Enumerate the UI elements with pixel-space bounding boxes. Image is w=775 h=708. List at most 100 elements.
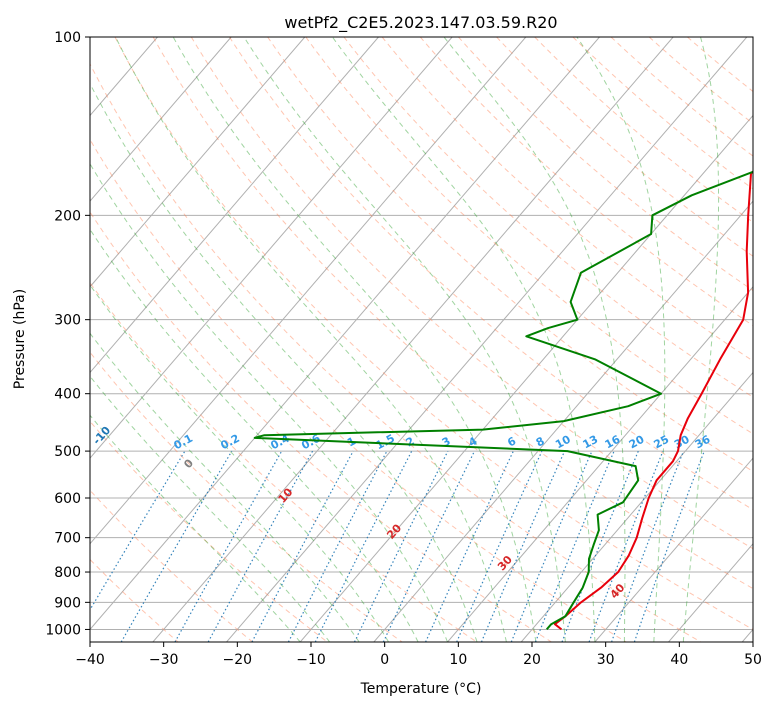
moist-adiabat-line [90, 82, 478, 642]
isotherm-line [226, 37, 748, 642]
y-tick-label: 800 [54, 565, 81, 581]
mixing-ratio-line [174, 450, 283, 642]
isotherm-line [152, 37, 674, 642]
dry-adiabat-line [90, 281, 478, 642]
dry-adiabat-line [419, 37, 753, 327]
dry-adiabat-line [496, 37, 753, 257]
mixing-ratio-label: 25 [652, 433, 672, 452]
dry-adiabat-line [610, 37, 753, 157]
dry-adiabat-line [152, 37, 753, 590]
y-tick-label: 600 [54, 491, 81, 507]
isotherm-line [90, 37, 306, 288]
mixing-ratio-label: 16 [603, 433, 623, 452]
mixing-ratio-line [534, 450, 615, 642]
dry-adiabat-line [229, 37, 753, 511]
moist-adiabat-line [90, 375, 331, 642]
dry-adiabat-label: 30 [495, 553, 515, 573]
mixing-ratio-label: 1.5 [374, 432, 397, 453]
isotherm-line [594, 457, 753, 642]
mixing-ratio-line [120, 450, 233, 642]
dry-adiabat-line [381, 37, 753, 362]
mixing-ratio-label: 10 [553, 433, 573, 452]
chart-title: wetPf2_C2E5.2023.147.03.59.R20 [284, 13, 557, 33]
dry-adiabat-line [190, 37, 753, 550]
plot-frame [89, 36, 754, 643]
mixing-ratio-line [510, 450, 593, 642]
y-tick-label: 100 [54, 30, 81, 46]
mixing-ratio-line [588, 450, 664, 642]
isotherm-line [0, 37, 10, 642]
background-lines [0, 37, 753, 642]
mixing-ratio-line [633, 450, 705, 642]
mixing-ratio-line [314, 450, 413, 642]
dewpoint-profile-line [253, 170, 753, 631]
mixing-ratio-label: 30 [672, 433, 692, 452]
y-tick-label: 700 [54, 531, 81, 547]
mixing-ratio-label: 8 [534, 434, 547, 449]
x-tick-label: −40 [75, 652, 105, 668]
isotherm-line [90, 37, 600, 631]
mixing-ratio-line [611, 450, 685, 642]
moist-adiabat-line [90, 162, 448, 642]
dry-adiabat-line [90, 211, 552, 642]
dry-adiabat-line [90, 489, 254, 642]
mixing-ratio-line [425, 450, 514, 642]
moist-adiabat-line [331, 37, 596, 642]
isotherm-line [668, 543, 753, 642]
mixing-ratio-line [353, 450, 449, 642]
mixing-ratio-line [480, 450, 566, 642]
moist-adiabat-line [243, 37, 566, 642]
mixing-ratio-label: 36 [693, 433, 713, 452]
dry-adiabat-line [90, 62, 702, 642]
mixing-ratio-line [456, 450, 543, 642]
moist-adiabat-line [576, 37, 666, 642]
y-tick-label: 300 [54, 313, 81, 329]
mixing-ratio-label: 0.1 [172, 432, 195, 453]
isotherm-line [90, 37, 453, 459]
dry-adiabat-line [114, 37, 753, 631]
x-tick-label: −10 [296, 652, 326, 668]
mixing-ratio-label: 0.2 [218, 432, 241, 453]
mixing-ratio-line [561, 450, 639, 642]
x-tick-label: 50 [744, 652, 762, 668]
isotherm-line [447, 286, 753, 642]
x-axis-label: Temperature (°C) [360, 681, 482, 697]
mixing-ratio-label: 2 [404, 434, 417, 449]
x-axis: −40 −30 −20 −10 0 10 20 30 40 50 [75, 642, 762, 668]
moist-adiabat-line [90, 228, 419, 642]
moist-adiabat-line [682, 37, 720, 642]
dry-adiabat-line [267, 37, 753, 472]
mixing-ratio-line [287, 450, 388, 642]
isotherm-line [90, 37, 527, 545]
dry-adiabat-line [90, 351, 403, 642]
isotherm-line [90, 37, 379, 374]
y-axis: 100 200 300 400 500 600 700 800 900 1000 [45, 30, 90, 638]
mixing-ratio-line [207, 450, 314, 642]
mixing-ratio-label: 3 [440, 434, 453, 449]
mixing-ratio-line [251, 450, 354, 642]
y-tick-label: 400 [54, 387, 81, 403]
dry-adiabat-line [343, 37, 753, 398]
dry-adiabat-line [90, 420, 328, 642]
y-tick-label: 1000 [45, 622, 81, 638]
dry-adiabat-line [305, 37, 753, 435]
moist-adiabat-line [115, 37, 507, 642]
x-tick-label: 0 [380, 652, 389, 668]
isotherm-line [90, 37, 232, 202]
mixing-ratio-label: 20 [627, 433, 647, 452]
dry-adiabat-line [458, 37, 753, 292]
y-axis-label: Pressure (hPa) [12, 289, 28, 389]
isotherm-line [373, 200, 753, 642]
isotherm-line [520, 371, 753, 642]
x-tick-label: −30 [149, 652, 179, 668]
y-tick-label: 200 [54, 208, 81, 224]
x-tick-label: 10 [449, 652, 467, 668]
mixing-ratio-label: 13 [581, 433, 601, 452]
moist-adiabat-line [443, 37, 626, 642]
mixing-ratio-line [90, 450, 186, 611]
temperature-profile-line [553, 170, 753, 631]
dry-adiabat-line [534, 37, 753, 223]
y-tick-label: 900 [54, 595, 81, 611]
isotherm-line [299, 114, 753, 642]
